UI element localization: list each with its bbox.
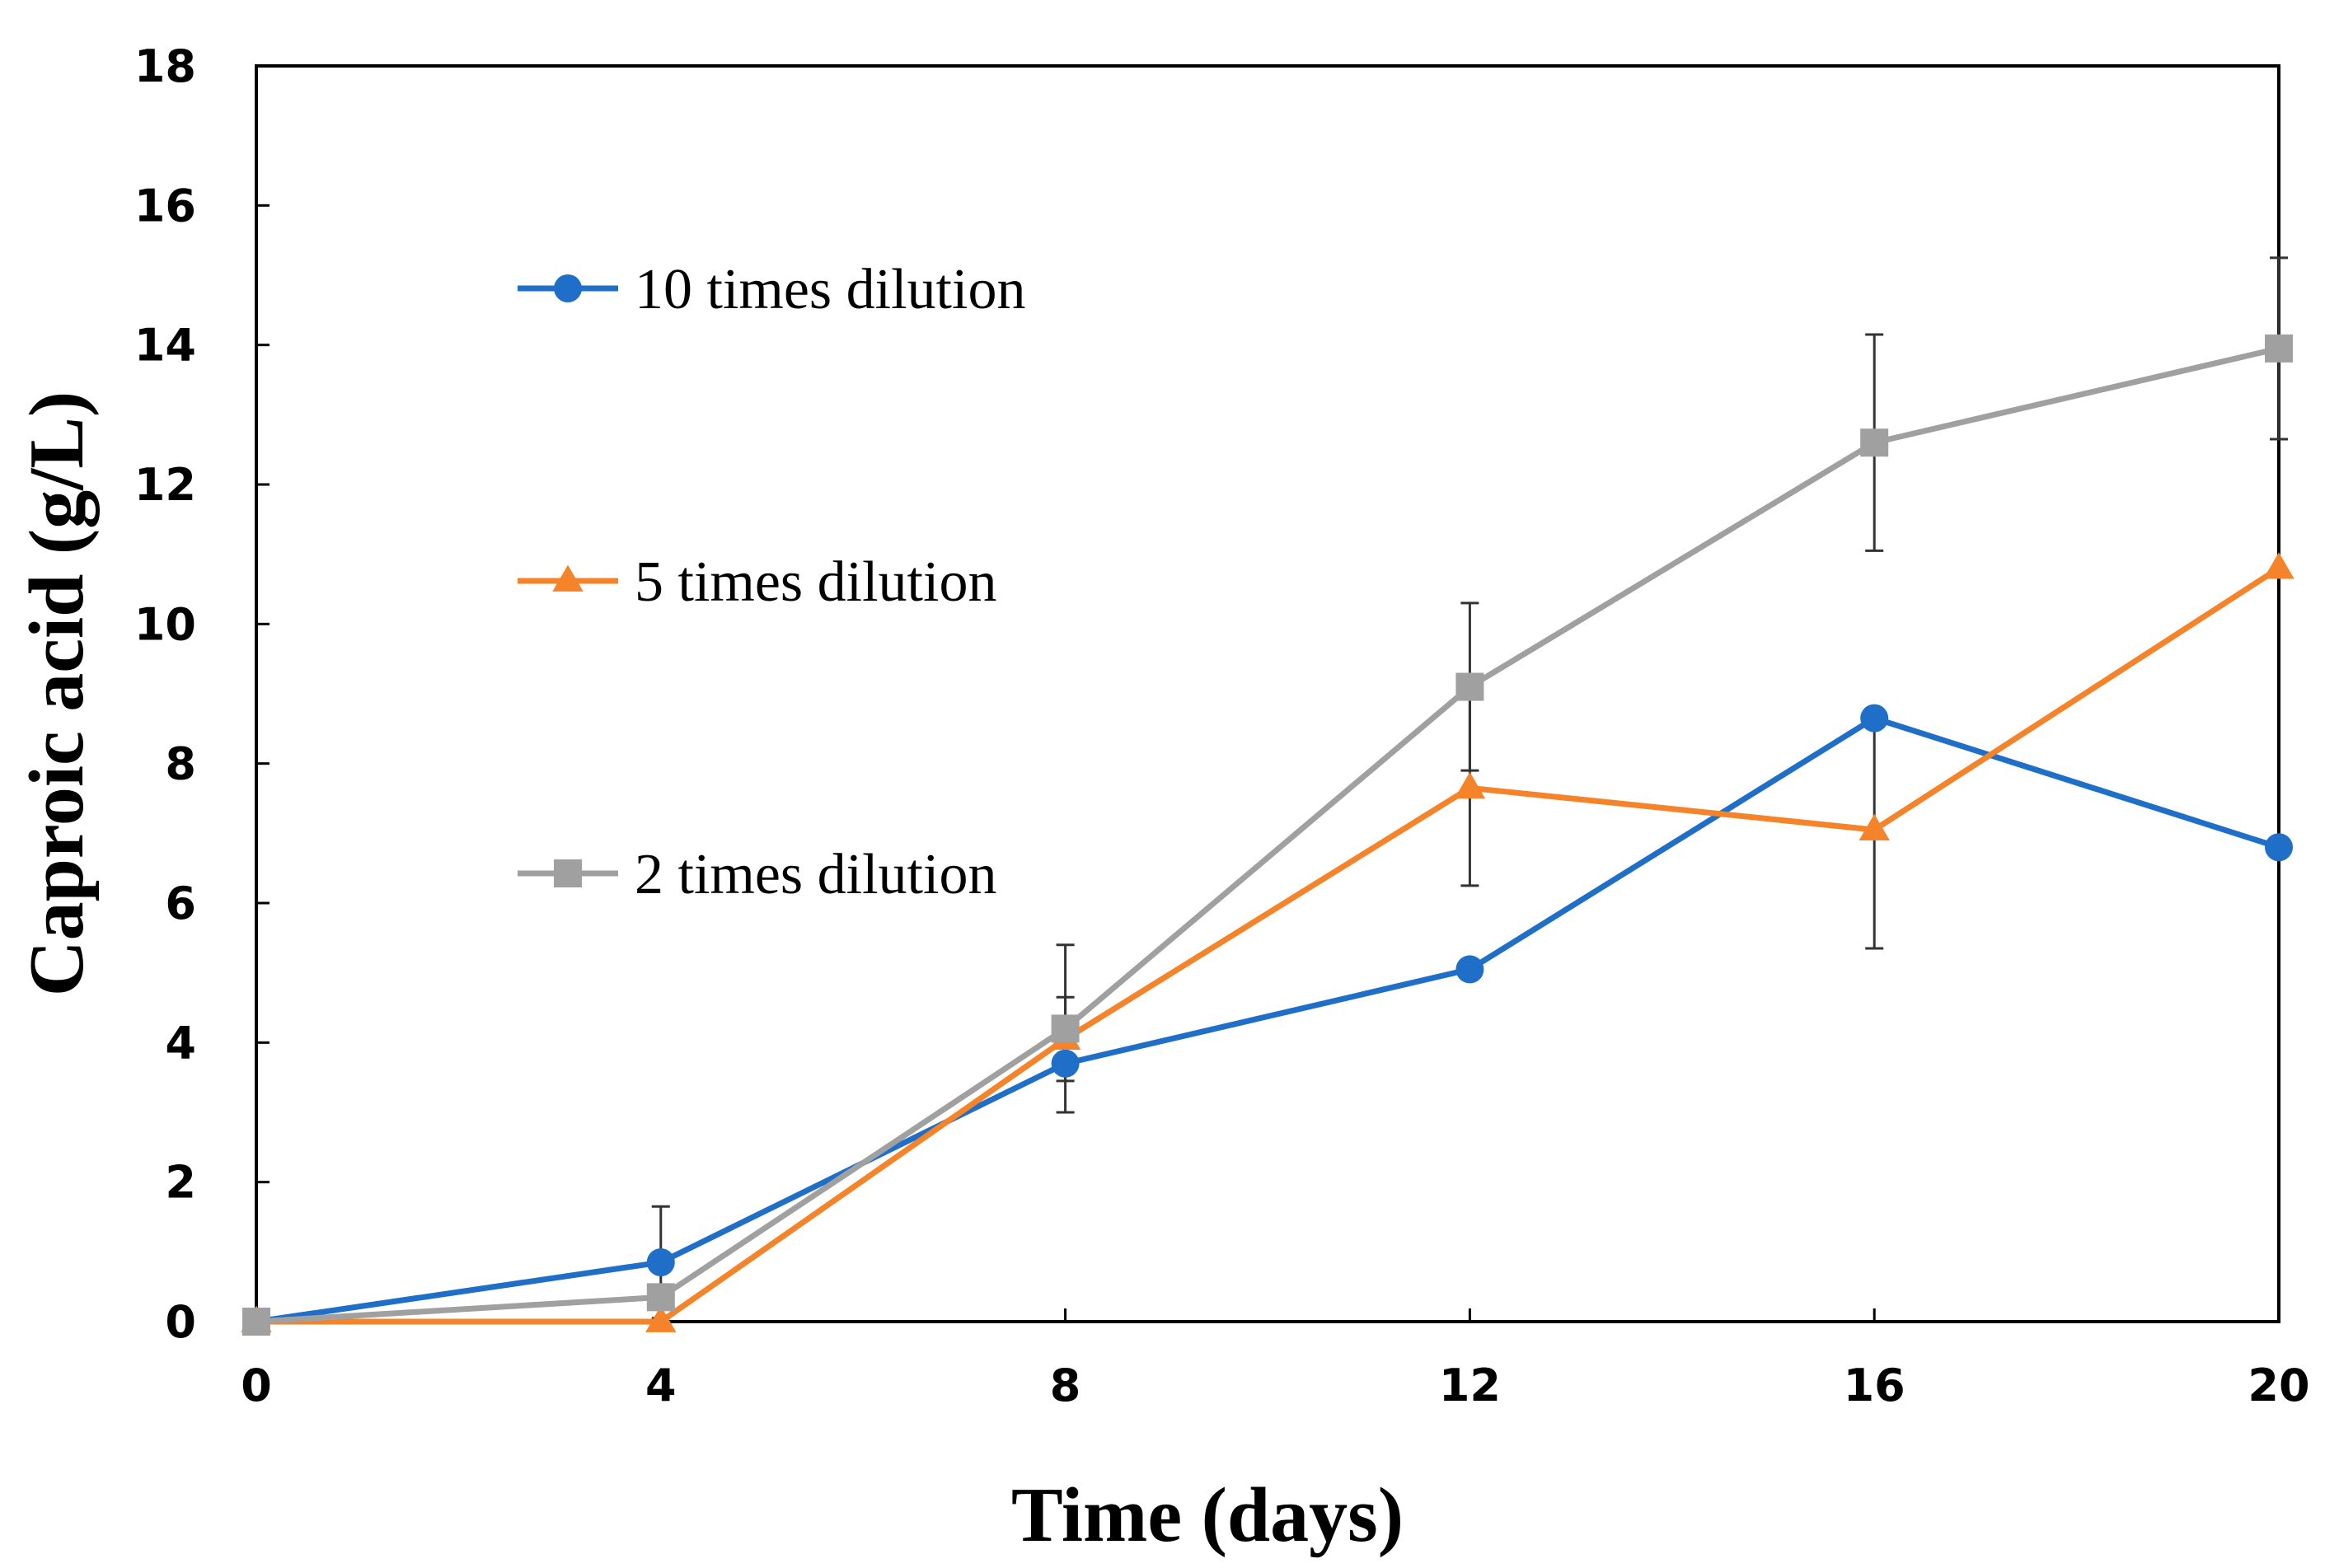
data-point-2-times-dilution bbox=[1051, 1014, 1080, 1043]
y-tick-label: 16 bbox=[134, 180, 196, 232]
data-point-10-times-dilution bbox=[1860, 704, 1889, 733]
legend-swatch-marker bbox=[554, 859, 582, 887]
y-axis-ticks: 0 2 4 6 8 10 12 14 16 18 bbox=[134, 40, 270, 1348]
data-point-5-times-dilution bbox=[1859, 813, 1890, 841]
data-point-2-times-dilution bbox=[1860, 428, 1889, 457]
x-tick-label: 16 bbox=[1844, 1360, 1905, 1411]
legend-label: 2 times dilution bbox=[635, 843, 996, 906]
x-axis-title: Time (days) bbox=[1011, 1472, 1404, 1558]
x-tick-label: 0 bbox=[241, 1360, 272, 1411]
legend-label: 5 times dilution bbox=[635, 550, 996, 614]
series-line-5-times-dilution bbox=[256, 565, 2280, 1325]
data-point-10-times-dilution bbox=[1455, 955, 1484, 984]
x-axis-ticks: 0 4 8 12 16 20 bbox=[241, 1308, 2310, 1411]
legend-label: 10 times dilution bbox=[635, 258, 1025, 321]
x-tick-label: 8 bbox=[1050, 1360, 1081, 1411]
y-tick-label: 4 bbox=[165, 1017, 196, 1069]
legend: 10 times dilution 5 times dilution 2 times… bbox=[518, 258, 1025, 906]
series-line-2-times-dilution bbox=[255, 345, 2280, 1325]
y-tick-label: 2 bbox=[165, 1157, 196, 1209]
data-point-5-times-dilution bbox=[645, 1305, 677, 1332]
data-point-5-times-dilution bbox=[1454, 771, 1486, 799]
data-point-10-times-dilution bbox=[2265, 833, 2293, 862]
series-markers bbox=[241, 334, 2294, 1336]
y-tick-label: 12 bbox=[134, 459, 196, 511]
y-tick-label: 6 bbox=[165, 878, 196, 929]
data-point-5-times-dilution bbox=[2263, 552, 2294, 579]
data-point-2-times-dilution bbox=[2265, 334, 2293, 363]
series-line-10-times-dilution bbox=[255, 715, 2280, 1325]
legend-swatch-marker bbox=[552, 564, 584, 592]
x-tick-label: 20 bbox=[2248, 1360, 2309, 1411]
y-axis-title: Caproic acid (g/L) bbox=[14, 391, 100, 997]
x-tick-label: 12 bbox=[1439, 1360, 1501, 1411]
series-lines bbox=[255, 345, 2280, 1325]
legend-swatch-marker bbox=[554, 274, 582, 302]
data-point-10-times-dilution bbox=[1051, 1049, 1080, 1078]
plot-area-frame bbox=[255, 64, 2280, 1323]
y-tick-label: 0 bbox=[165, 1296, 196, 1348]
x-tick-label: 4 bbox=[645, 1360, 677, 1411]
y-tick-label: 10 bbox=[134, 598, 196, 650]
data-point-2-times-dilution bbox=[1455, 672, 1484, 701]
y-tick-label: 18 bbox=[134, 40, 196, 92]
data-point-2-times-dilution bbox=[242, 1308, 270, 1336]
data-point-10-times-dilution bbox=[646, 1248, 675, 1277]
y-tick-label: 8 bbox=[165, 738, 196, 790]
y-tick-label: 14 bbox=[134, 320, 196, 372]
data-point-2-times-dilution bbox=[646, 1283, 675, 1312]
